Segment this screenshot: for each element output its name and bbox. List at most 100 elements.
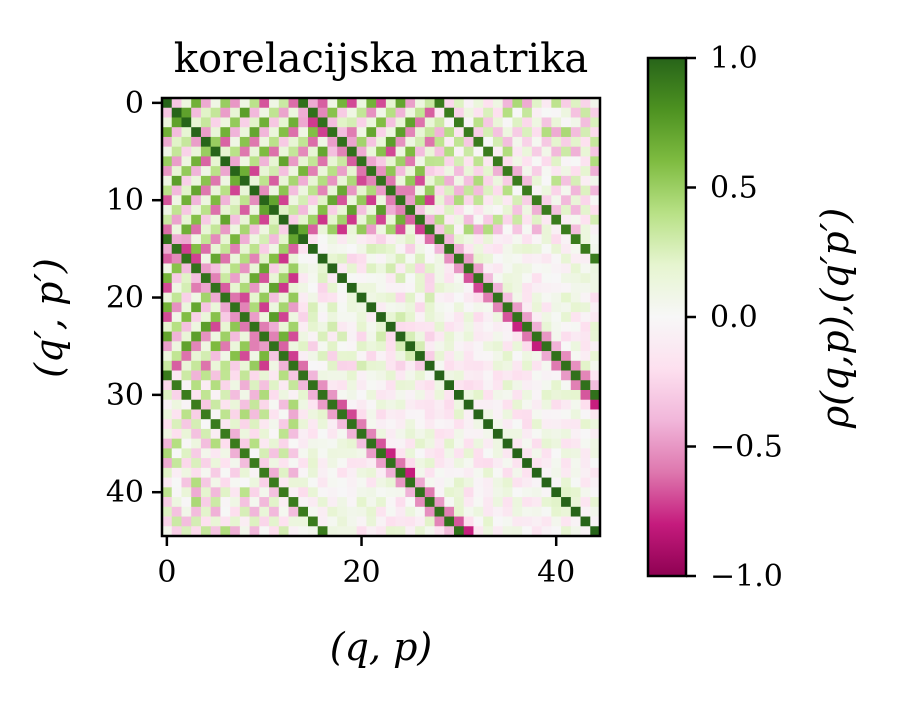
heatmap-cell	[551, 380, 562, 391]
heatmap-cell	[288, 156, 299, 167]
heatmap-cell	[327, 127, 338, 138]
heatmap-cell	[230, 506, 241, 517]
heatmap-cell	[376, 136, 387, 147]
heatmap-cell	[415, 107, 426, 118]
heatmap-cell	[512, 477, 523, 488]
heatmap-cell	[210, 146, 221, 157]
heatmap-cell	[454, 136, 465, 147]
heatmap-cell	[444, 497, 455, 508]
heatmap-cell	[541, 380, 552, 391]
heatmap-cell	[424, 117, 435, 128]
heatmap-cell	[191, 351, 202, 362]
heatmap-cell	[230, 292, 241, 303]
heatmap-cell	[541, 234, 552, 245]
heatmap-cell	[385, 185, 396, 196]
heatmap-cell	[454, 146, 465, 157]
heatmap-cell	[298, 341, 309, 352]
heatmap-cell	[434, 146, 445, 157]
heatmap-cell	[337, 399, 348, 410]
heatmap-cell	[473, 438, 484, 449]
heatmap-cell	[590, 136, 601, 147]
heatmap-cell	[259, 136, 270, 147]
heatmap-cell	[346, 506, 357, 517]
heatmap-cell	[269, 205, 280, 216]
heatmap-cell	[308, 156, 319, 167]
heatmap-cell	[580, 214, 591, 225]
heatmap-cell	[405, 273, 416, 284]
heatmap-cell	[278, 253, 289, 264]
heatmap-cell	[376, 107, 387, 118]
heatmap-cell	[356, 224, 367, 235]
heatmap-cell	[327, 419, 338, 430]
heatmap-cell	[298, 351, 309, 362]
heatmap-cell	[522, 166, 533, 177]
heatmap-cell	[317, 360, 328, 371]
heatmap-cell	[269, 273, 280, 284]
heatmap-cell	[376, 516, 387, 527]
heatmap-cell	[473, 185, 484, 196]
heatmap-cell	[454, 428, 465, 439]
heatmap-cell	[181, 380, 192, 391]
heatmap-cell	[220, 487, 231, 498]
heatmap-cell	[405, 253, 416, 264]
heatmap-cell	[502, 136, 513, 147]
heatmap-cell	[366, 117, 377, 128]
heatmap-cell	[249, 370, 260, 381]
heatmap-cell	[327, 341, 338, 352]
heatmap-cell	[191, 195, 202, 206]
heatmap-cell	[522, 312, 533, 323]
heatmap-cell	[415, 282, 426, 293]
heatmap-cell	[162, 234, 173, 245]
heatmap-cell	[356, 438, 367, 449]
heatmap-cell	[570, 263, 581, 274]
heatmap-cell	[376, 487, 387, 498]
heatmap-cell	[317, 234, 328, 245]
heatmap-cell	[395, 526, 406, 537]
heatmap-cell	[551, 292, 562, 303]
heatmap-cell	[483, 98, 494, 109]
heatmap-cell	[454, 341, 465, 352]
heatmap-cell	[395, 370, 406, 381]
heatmap-cell	[230, 127, 241, 138]
heatmap-cell	[385, 487, 396, 498]
heatmap-cell	[200, 390, 211, 401]
heatmap-cell	[162, 312, 173, 323]
heatmap-cell	[239, 263, 250, 274]
heatmap-cell	[590, 487, 601, 498]
heatmap-cell	[181, 156, 192, 167]
heatmap-cell	[298, 419, 309, 430]
heatmap-cell	[288, 302, 299, 313]
heatmap-cell	[376, 438, 387, 449]
heatmap-cell	[337, 127, 348, 138]
heatmap-cell	[580, 117, 591, 128]
heatmap-cell	[385, 117, 396, 128]
heatmap-cell	[181, 302, 192, 313]
heatmap-cell	[308, 244, 319, 255]
heatmap-cell	[444, 234, 455, 245]
heatmap-cell	[551, 244, 562, 255]
heatmap-cell	[531, 448, 542, 459]
heatmap-cell	[385, 458, 396, 469]
heatmap-cell	[502, 98, 513, 109]
heatmap-cell	[395, 390, 406, 401]
heatmap-cell	[483, 166, 494, 177]
heatmap-cell	[405, 321, 416, 332]
heatmap-cell	[288, 506, 299, 517]
heatmap-cell	[424, 380, 435, 391]
heatmap-cell	[463, 224, 474, 235]
heatmap-cell	[317, 282, 328, 293]
heatmap-cell	[454, 438, 465, 449]
heatmap-cell	[366, 302, 377, 313]
heatmap-cell	[337, 214, 348, 225]
heatmap-cell	[356, 351, 367, 362]
heatmap-cell	[269, 292, 280, 303]
heatmap-cell	[346, 214, 357, 225]
heatmap-cell	[308, 477, 319, 488]
y-tick-label: 40	[106, 475, 144, 510]
heatmap-cell	[415, 312, 426, 323]
heatmap-cell	[590, 428, 601, 439]
heatmap-cell	[385, 224, 396, 235]
heatmap-cell	[454, 516, 465, 527]
heatmap-cell	[463, 273, 474, 284]
heatmap-cell	[269, 98, 280, 109]
